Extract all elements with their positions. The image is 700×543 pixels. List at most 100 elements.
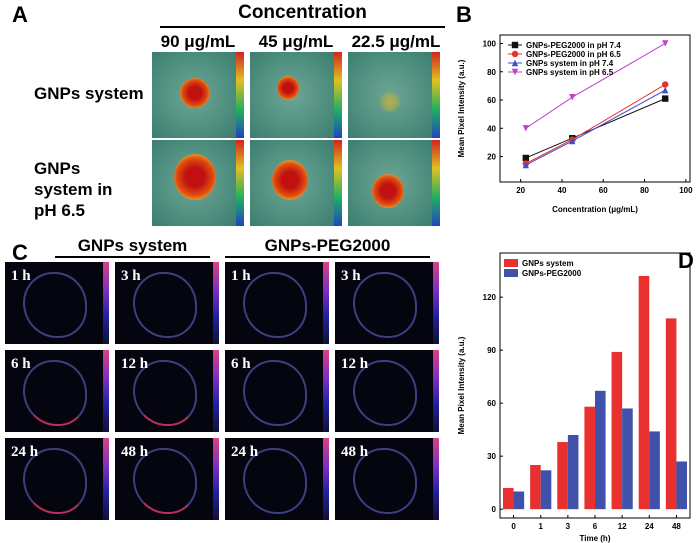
bar: [513, 491, 525, 510]
y-tick-label: 80: [487, 68, 496, 77]
y-axis-title: Mean Pixel Intensity (a.u.): [457, 336, 466, 434]
tissue-outline: [23, 448, 87, 514]
bar: [676, 461, 688, 510]
marker: [522, 125, 530, 132]
marker: [662, 86, 669, 94]
marker: [662, 81, 669, 88]
bar: [611, 351, 623, 510]
bar: [638, 275, 650, 510]
row-label: GNPs system: [34, 84, 144, 103]
time-label: 24 h: [11, 444, 39, 460]
image: 12 h: [115, 350, 219, 432]
image: 1 h: [5, 262, 109, 344]
image: 48 h: [115, 438, 219, 520]
x-tick-label: 40: [558, 186, 567, 195]
image: [152, 52, 244, 138]
group-label: GNPs-PEG2000: [264, 236, 391, 255]
image: [250, 140, 342, 226]
x-tick-label: 24: [645, 522, 654, 531]
tissue-outline: [133, 360, 197, 426]
y-tick-label: 120: [483, 293, 497, 302]
legend-label: GNPs-PEG2000: [522, 269, 582, 278]
y-tick-label: 0: [492, 505, 497, 514]
y-tick-label: 90: [487, 346, 496, 355]
bar: [595, 390, 606, 510]
image: [250, 52, 342, 138]
marker: [522, 154, 530, 162]
tissue-outline: [353, 360, 417, 426]
y-tick-label: 60: [487, 399, 496, 408]
tissue-outline: [243, 448, 307, 514]
panel-label: C: [12, 240, 28, 265]
bar: [557, 442, 568, 510]
tissue-outline: [243, 272, 307, 338]
legend-marker: [511, 41, 519, 49]
image: 12 h: [335, 350, 439, 432]
marker: [569, 137, 576, 145]
bar: [567, 434, 579, 510]
bar: [530, 465, 541, 510]
tissue-outline: [353, 448, 417, 514]
legend-label: GNPs system in pH 6.5: [526, 68, 614, 77]
time-label: 12 h: [121, 356, 149, 372]
x-axis-title: Time (h): [580, 534, 611, 543]
x-tick-label: 1: [538, 522, 543, 531]
x-tick-label: 60: [599, 186, 608, 195]
underline: [55, 256, 210, 258]
marker: [522, 161, 530, 169]
x-tick-label: 12: [618, 522, 627, 531]
tissue-outline: [243, 360, 307, 426]
time-label: 48 h: [121, 444, 149, 460]
y-tick-label: 20: [487, 153, 496, 162]
legend-marker: [511, 59, 519, 67]
x-tick-label: 80: [640, 186, 649, 195]
tissue-outline: [133, 272, 197, 338]
time-label: 48 h: [341, 444, 369, 460]
bar-chart: 0 30 60 90 120 Mean Pixel Intensity (a.u.) 0 1 3…: [457, 252, 691, 543]
x-tick-label: 6: [593, 522, 598, 531]
time-label: 3 h: [121, 268, 141, 284]
underline: [160, 26, 445, 28]
y-tick-label: 60: [487, 96, 496, 105]
time-label: 12 h: [341, 356, 369, 372]
x-tick-label: 100: [679, 186, 693, 195]
image: [152, 140, 244, 226]
legend-label: GNPs-PEG2000 in pH 6.5: [526, 50, 621, 59]
bar: [622, 408, 633, 510]
image: 6 h: [5, 350, 109, 432]
legend-label: GNPs system: [522, 259, 574, 268]
image: [348, 52, 440, 138]
y-tick-label: 40: [487, 124, 496, 133]
image: 1 h: [225, 262, 329, 344]
column-label: 22.5 μg/mL: [351, 32, 441, 51]
image: 24 h: [225, 438, 329, 520]
panel-a-header: Concentration: [238, 2, 367, 23]
legend-swatch: [504, 259, 518, 267]
x-tick-label: 0: [511, 522, 516, 531]
image: 6 h: [225, 350, 329, 432]
time-label: 24 h: [231, 444, 259, 460]
marker: [662, 95, 669, 102]
group-label: GNPs system: [77, 236, 188, 255]
marker: [569, 93, 576, 101]
legend-label: GNPs system in pH 7.4: [526, 59, 614, 68]
y-axis-title: Mean Pixel Intensity (a.u.): [457, 59, 466, 157]
series-line: [525, 84, 666, 165]
bar: [540, 470, 552, 510]
tissue-outline: [23, 360, 87, 426]
time-label: 6 h: [11, 356, 31, 372]
legend-label: GNPs-PEG2000 in pH 7.4: [526, 41, 621, 50]
tissue-outline: [353, 272, 417, 338]
time-label: 1 h: [231, 268, 251, 284]
image: [348, 140, 440, 226]
line-chart: 20 40 60 80 100 Mean Pixel Intensity (a.u.) 20…: [457, 34, 693, 214]
panel-label: A: [12, 2, 28, 27]
image: 3 h: [115, 262, 219, 344]
y-tick-label: 30: [487, 452, 496, 461]
tissue-outline: [23, 272, 87, 338]
image: 3 h: [335, 262, 439, 344]
y-tick-label: 100: [483, 39, 497, 48]
column-label: 45 μg/mL: [258, 32, 334, 51]
legend-swatch: [504, 269, 518, 277]
